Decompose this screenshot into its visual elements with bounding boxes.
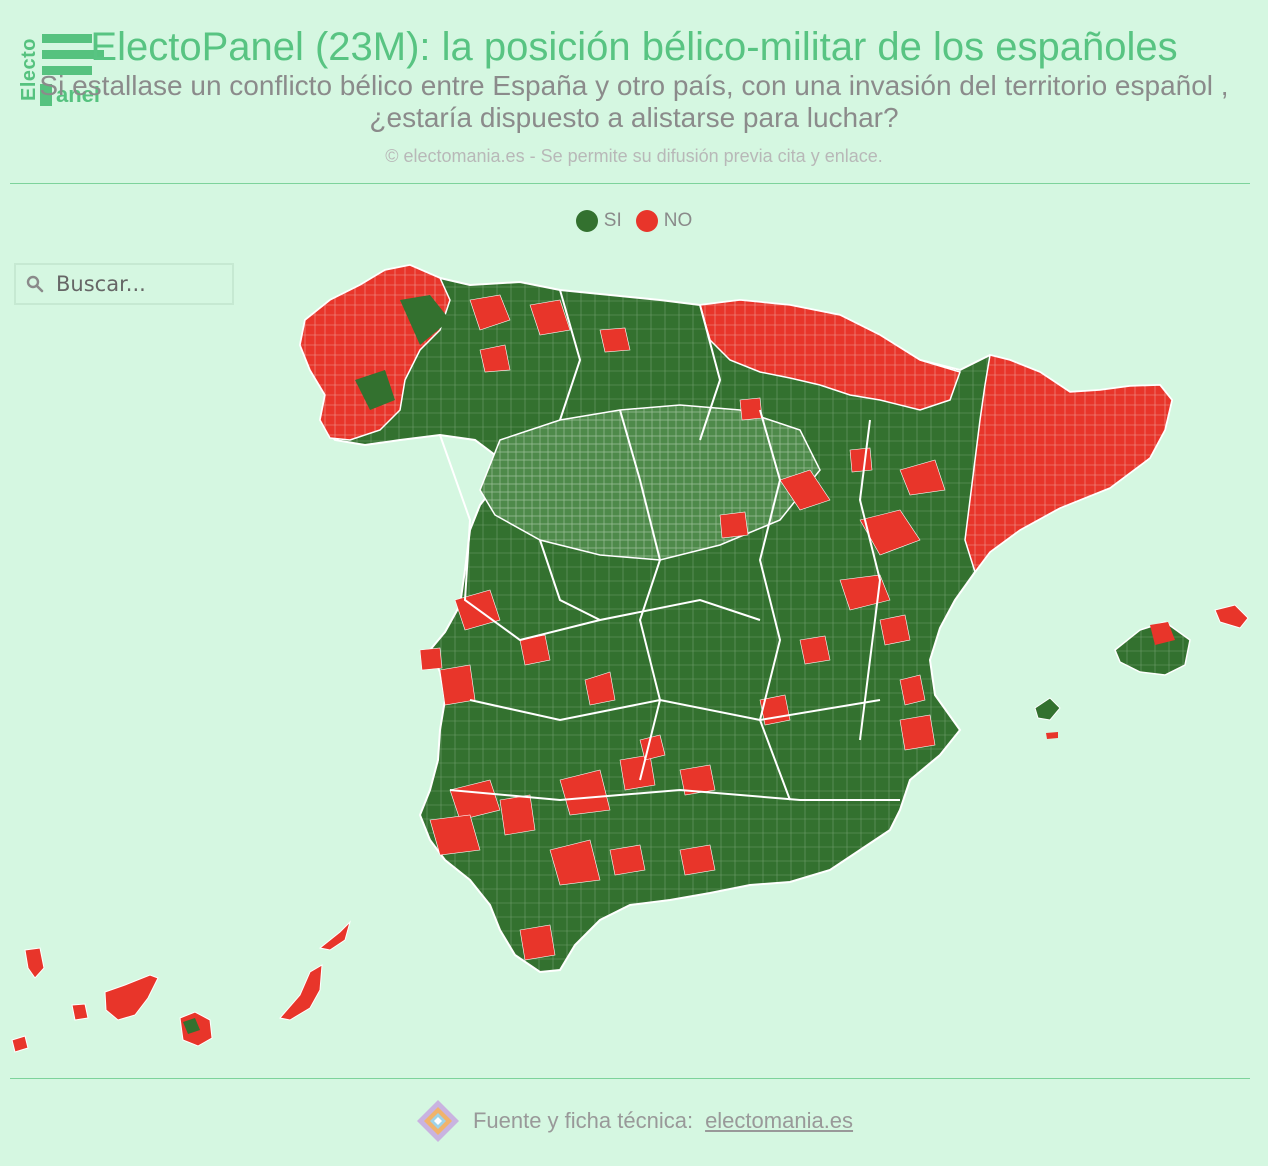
search-box <box>14 263 234 305</box>
footer: Fuente y ficha técnica: electomania.es <box>0 1098 1268 1144</box>
source-link[interactable]: electomania.es <box>705 1108 854 1133</box>
electopanel-logo: Electo anel <box>12 30 112 110</box>
region-mainland[interactable] <box>298 263 1174 974</box>
legend-item-no[interactable]: NO <box>635 210 693 232</box>
map-legend: SI NO <box>0 210 1268 232</box>
spain-municipality-map[interactable] <box>0 240 1268 1070</box>
source-label: Fuente y ficha técnica: <box>472 1108 694 1133</box>
gran-canaria-si-patch <box>183 1018 200 1034</box>
province-borders <box>439 289 900 802</box>
region-canarias[interactable] <box>11 920 351 1053</box>
region-cataluna-no[interactable] <box>964 354 1173 574</box>
logo-p-stem <box>40 84 52 106</box>
copyright-notice: © electomania.es - Se permite su difusió… <box>385 146 883 166</box>
legend-swatch-no <box>635 210 658 232</box>
galicia-si-patch <box>355 370 395 410</box>
region-formentera[interactable] <box>1046 732 1058 739</box>
region-ibiza[interactable] <box>1034 697 1061 721</box>
search-input[interactable] <box>54 271 218 297</box>
legend-label-no: NO <box>663 210 693 231</box>
logo-bar-top <box>42 34 92 43</box>
logo-text-bottom: anel <box>56 82 101 107</box>
search-icon <box>26 275 44 293</box>
logo-bar-lower <box>42 66 92 75</box>
legend-swatch-si <box>575 210 598 232</box>
electomania-logo-icon <box>416 1100 459 1142</box>
footer-divider <box>10 1078 1250 1079</box>
logo-bar-middle <box>42 50 104 59</box>
galicia-si-patch <box>400 295 450 345</box>
header-divider <box>10 183 1250 184</box>
mallorca-no-patch <box>1150 622 1175 645</box>
region-pais-vasco-navarra-no[interactable] <box>699 299 961 411</box>
region-menorca[interactable] <box>1214 604 1249 629</box>
page-subtitle: Si estallase un conflicto bélico entre E… <box>39 70 1229 133</box>
legend-label-si: SI <box>603 210 622 231</box>
legend-item-si[interactable]: SI <box>575 210 622 232</box>
page-title: ElectoPanel (23M): la posición bélico-mi… <box>90 25 1178 69</box>
